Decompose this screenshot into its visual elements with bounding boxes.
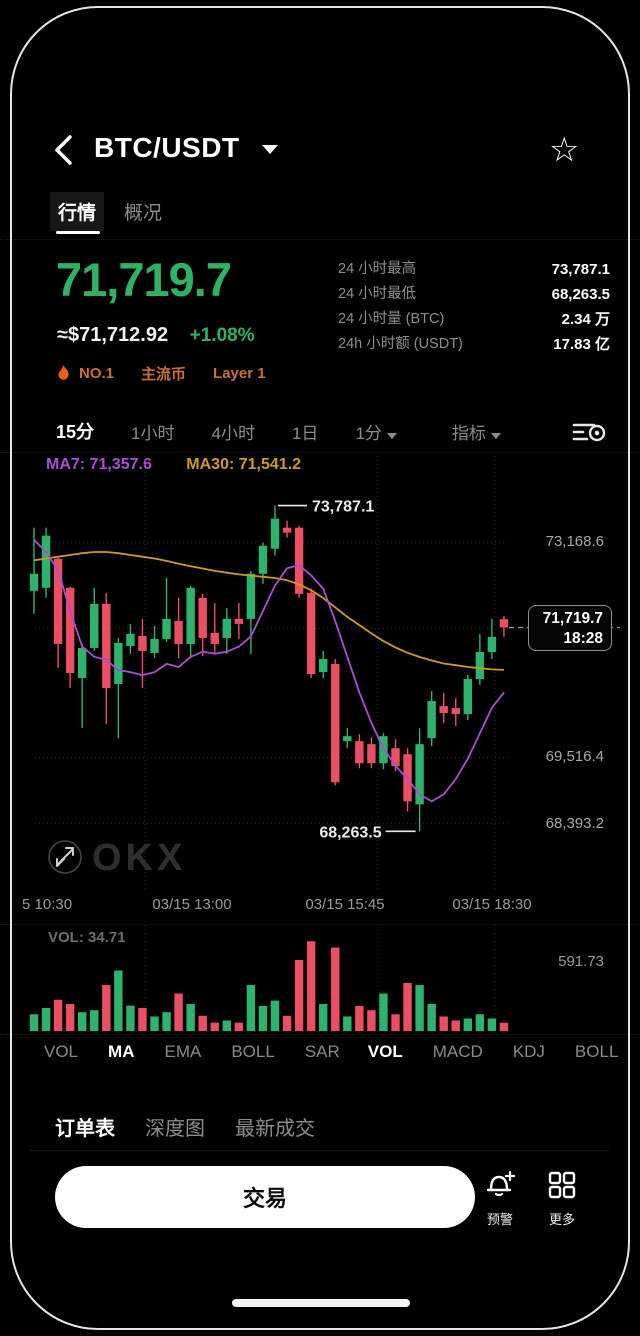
bottom-tab-orderbook[interactable]: 订单表 (55, 1118, 115, 1140)
bottom-tab-row: 订单表 深度图 最新成交 (55, 1112, 315, 1141)
last-price: 71,719.7 (56, 253, 232, 306)
indicator-tab-row: VOL MA EMA BOLL SAR VOL MACD KDJ BOLL (44, 1042, 618, 1062)
stat-value: 68,263.5 (551, 286, 610, 303)
stat-value: 2.34 万 (561, 311, 610, 328)
indicator-tab-macd[interactable]: MACD (432, 1042, 483, 1061)
flame-icon (58, 365, 69, 380)
timeframe-1小时[interactable]: 1小时 (131, 423, 175, 443)
tab-underline (56, 231, 100, 234)
y-axis-label: 69,516.4 (545, 748, 604, 766)
volume-chart[interactable] (0, 925, 640, 1035)
stat-label: 24h 小时额 (USDT) (338, 336, 463, 352)
stat-label: 24 小时最低 (338, 286, 417, 302)
stat-label: 24 小时量 (BTC) (338, 311, 445, 327)
alert-bell-icon (486, 1170, 516, 1197)
favorite-star-icon[interactable]: ☆ (549, 130, 580, 170)
category-badge-mainstream[interactable]: 主流币 (141, 366, 187, 383)
x-axis-label: 5 10:30 (22, 896, 73, 913)
ma30-legend: MA30: 71,541.2 (186, 456, 302, 473)
alert-label: 预警 (486, 1212, 513, 1227)
fiat-value: ≈$71,712.92 (57, 324, 169, 346)
indicator-tab-vol[interactable]: VOL (367, 1042, 403, 1061)
svg-text:OKX: OKX (92, 837, 186, 879)
timeframe-1分[interactable]: 1分 (355, 419, 397, 444)
timeframe-4小时[interactable]: 4小时 (211, 423, 255, 443)
chart-settings-icon[interactable] (572, 418, 608, 446)
category-badge-layer1[interactable]: Layer 1 (213, 365, 266, 382)
caret-down-icon (490, 432, 501, 439)
page-title[interactable]: BTC/USDT (94, 132, 278, 164)
indicator-tab-vol[interactable]: VOL (44, 1042, 79, 1061)
x-axis-label: 03/15 15:45 (305, 896, 385, 913)
trade-button[interactable]: 交易 (55, 1166, 475, 1228)
stat-row: 24 小时量 (BTC) 2.34 万 (338, 307, 610, 332)
divider (30, 1150, 610, 1151)
y-axis-label: 73,168.6 (545, 533, 604, 551)
back-icon[interactable] (52, 134, 76, 166)
indicator-tab-boll[interactable]: BOLL (574, 1042, 619, 1061)
more-label: 更多 (548, 1212, 575, 1227)
stat-value: 17.83 亿 (553, 336, 610, 353)
stat-row: 24h 小时额 (USDT) 17.83 亿 (338, 332, 610, 357)
x-axis-label: 03/15 13:00 (152, 896, 232, 913)
stat-row: 24 小时最高 73,787.1 (338, 257, 610, 282)
bottom-tab-tab[interactable]: 深度图 (145, 1118, 205, 1140)
x-axis-label: 03/15 18:30 (452, 896, 532, 913)
y-axis-label: 68,393.2 (545, 814, 604, 832)
svg-text:68,263.5: 68,263.5 (319, 824, 381, 841)
indicator-tab-kdj[interactable]: KDJ (512, 1042, 545, 1061)
tab-overview[interactable]: 概况 (124, 203, 163, 224)
timeframe-row: 15分 1小时 4小时 1日 1分 指标 (56, 418, 550, 444)
indicator-tab-sar[interactable]: SAR (304, 1042, 340, 1061)
indicator-tab-ma[interactable]: MA (108, 1042, 135, 1061)
pair-dropdown-icon (261, 145, 278, 154)
divider (0, 452, 640, 453)
indicator-tab-boll[interactable]: BOLL (231, 1042, 275, 1061)
volume-current-label: VOL: 34.71 (48, 929, 126, 946)
ma-legend: MA7: 71,357.6 MA30: 71,541.2 (46, 456, 301, 474)
tag-price: 71,719.7 (542, 609, 603, 627)
divider (0, 1034, 640, 1035)
tag-time: 18:28 (563, 629, 603, 647)
badge-row: NO.1 主流币 Layer 1 (57, 363, 266, 384)
rank-badge[interactable]: NO.1 (79, 365, 115, 382)
caret-down-icon (386, 432, 397, 439)
home-indicator[interactable] (232, 1299, 410, 1307)
svg-text:73,787.1: 73,787.1 (312, 499, 374, 516)
pair-title: BTC/USDT (94, 132, 240, 163)
tab-market[interactable]: 行情 (50, 192, 105, 231)
stat-label: 24 小时最高 (338, 261, 417, 277)
volume-axis-max: 591.73 (558, 953, 604, 970)
bottom-tab-tab[interactable]: 最新成交 (235, 1118, 315, 1140)
indicator-menu[interactable]: 指标 (452, 419, 501, 444)
indicator-tab-ema[interactable]: EMA (164, 1042, 202, 1061)
alert-action[interactable]: 预警 (472, 1168, 528, 1228)
divider (0, 924, 640, 925)
price-fiat-row: ≈$71,712.92 +1.08% (57, 324, 255, 347)
candlestick-chart[interactable]: OKX 73,787.1 68,263.5 (0, 452, 640, 896)
stat-value: 73,787.1 (551, 261, 610, 278)
more-action[interactable]: 更多 (534, 1168, 590, 1228)
ma7-legend: MA7: 71,357.6 (46, 456, 152, 473)
change-percent: +1.08% (189, 325, 255, 346)
divider (0, 239, 640, 240)
stats-block: 24 小时最高 73,787.1 24 小时最低 68,263.5 24 小时量 (… (338, 257, 610, 357)
timeframe-1日[interactable]: 1日 (291, 423, 319, 443)
more-grid-icon (548, 1171, 576, 1199)
stat-row: 24 小时最低 68,263.5 (338, 282, 610, 307)
timeframe-15分[interactable]: 15分 (56, 422, 95, 442)
last-price-tag: 71,719.7 18:28 (528, 604, 612, 651)
